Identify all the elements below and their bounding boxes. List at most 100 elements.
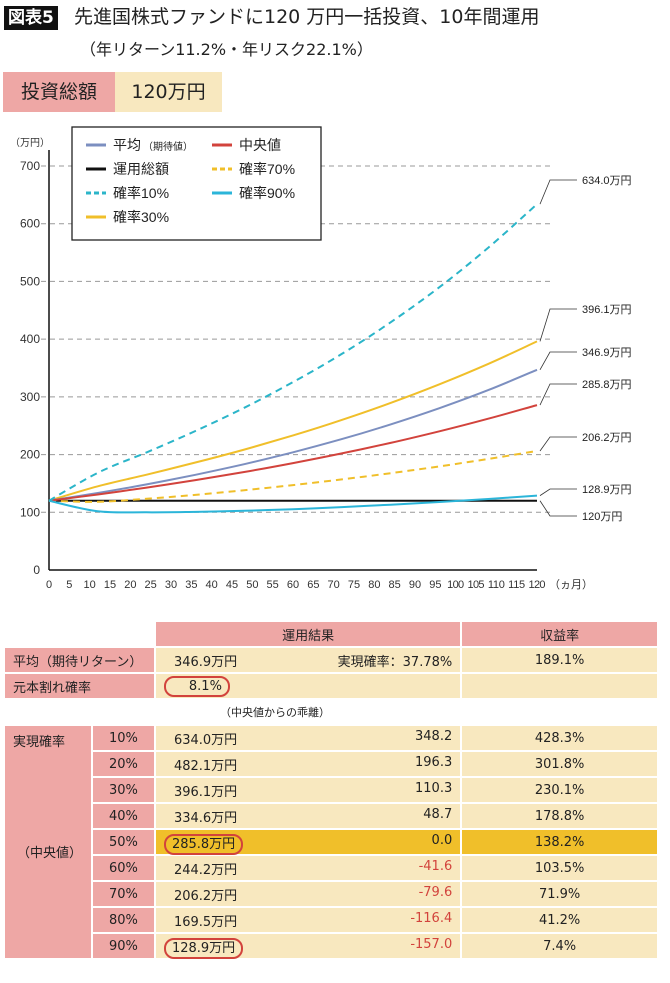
table-row-mean: 平均（期待リターン） 346.9万円 実現確率：37.78% 189.1% [5, 648, 657, 672]
x-tick-label: 90 [409, 579, 421, 591]
legend-label: 中央値 [239, 137, 281, 153]
y-tick-label: 300 [20, 390, 40, 404]
x-tick-label: 0 [46, 579, 52, 591]
x-tick-label: 30 [165, 579, 177, 591]
result-cell: 285.8万円 0.0 [155, 830, 461, 855]
yield: 71.9% [462, 882, 657, 906]
legend-label: 平均 [113, 137, 141, 153]
legend-label: 確率30% [113, 209, 169, 225]
legend-note: （期待値） [143, 140, 193, 153]
y-tick-label: 700 [20, 159, 40, 173]
figure-subtitle: （年リターン11.2%・年リスク22.1%） [80, 40, 373, 59]
leader-line [539, 179, 577, 205]
col-header-result: 運用結果 [155, 622, 461, 646]
x-tick-label: 35 [185, 579, 197, 591]
x-tick-label: 60 [287, 579, 299, 591]
result-cell: 128.9万円 -157.0 [155, 934, 461, 959]
series-line-0 [48, 368, 538, 502]
result-value: 206.2万円 [173, 888, 238, 904]
row-label: 平均（期待リターン） [5, 648, 154, 672]
result-value: 244.2万円 [173, 862, 238, 878]
investment-label: 投資総額 [3, 72, 115, 112]
yield: 428.3% [462, 726, 657, 750]
legend-label: 確率70% [239, 161, 295, 177]
deviation: -41.6 [418, 858, 453, 874]
median-label: （中央値） [17, 846, 83, 861]
mean-yield: 189.1% [462, 648, 657, 672]
deviation: 0.0 [431, 832, 453, 848]
deviation: 48.7 [423, 806, 453, 822]
deviation-note: （中央値からの乖離） [220, 706, 330, 719]
legend-label: 確率10% [113, 185, 169, 201]
x-tick-label: 50 [246, 579, 258, 591]
yield: 301.8% [462, 752, 657, 776]
percentile: 60% [92, 856, 154, 880]
deviation: 348.2 [415, 728, 453, 744]
series-line-6 [48, 340, 538, 502]
deviation: -79.6 [418, 884, 453, 900]
deviation: -116.4 [410, 910, 453, 926]
mean-probability: 実現確率：37.78% [337, 654, 453, 670]
end-value-label: 206.2万円 [582, 432, 632, 444]
x-tick-label: 115 [508, 579, 525, 591]
result-cell: 206.2万円 -79.6 [155, 882, 461, 906]
loss-probability: 8.1% [163, 675, 230, 697]
percentile: 90% [92, 934, 154, 958]
table-row: 実現確率 （中央値） 10% 634.0万円 348.2 428.3% [5, 726, 657, 958]
result-cell: 169.5万円 -116.4 [155, 908, 461, 932]
table-row-loss: 元本割れ確率 8.1% [5, 674, 657, 698]
y-axis-label: （万円） [10, 137, 50, 149]
result-value: 334.6万円 [173, 810, 238, 826]
result-value: 169.5万円 [173, 914, 238, 930]
result-cell: 482.1万円 196.3 [155, 752, 461, 776]
table-row: 70% 206.2万円 -79.6 71.9% [5, 882, 657, 906]
result-cell: 634.0万円 348.2 [155, 726, 461, 750]
result-value: 482.1万円 [173, 758, 238, 774]
y-tick-label: 200 [20, 448, 40, 462]
line-chart: 0 100 200 300 400 500 600 700 （万円） 0 5 10 15 20 25 30 35… [10, 126, 632, 591]
percentile: 40% [92, 804, 154, 828]
result-cell: 334.6万円 48.7 [155, 804, 461, 828]
end-value-label: 634.0万円 [582, 175, 632, 187]
x-tick-label: 40 [206, 579, 218, 591]
group-label: 実現確率 [13, 735, 66, 750]
yield: 103.5% [462, 856, 657, 880]
end-value-label: 128.9万円 [582, 484, 632, 496]
result-cell: 396.1万円 110.3 [155, 778, 461, 802]
legend-box [71, 126, 322, 241]
percentile: 30% [92, 778, 154, 802]
result-cell: 244.2万円 -41.6 [155, 856, 461, 880]
x-tick-label: 105 [468, 579, 485, 591]
table-row: 40% 334.6万円 48.7 178.8% [5, 804, 657, 828]
investment-value: 120万円 [115, 72, 222, 112]
x-tick-label: 45 [226, 579, 238, 591]
leader-line [539, 488, 577, 496]
x-tick-label: 75 [348, 579, 360, 591]
percentile: 80% [92, 908, 154, 932]
deviation: 110.3 [415, 780, 453, 796]
x-tick-label: 100 [447, 579, 464, 591]
deviation: -157.0 [410, 936, 453, 952]
x-tick-label: 70 [328, 579, 340, 591]
y-tick-label: 500 [20, 274, 40, 288]
leader-line [539, 351, 577, 370]
x-tick-label: 85 [389, 579, 401, 591]
yield: 138.2% [462, 830, 657, 854]
y-tick-label: 100 [20, 505, 40, 519]
x-tick-label: 110 [488, 579, 505, 591]
end-value-label: 120万円 [582, 511, 622, 523]
legend-label: 確率90% [239, 185, 295, 201]
table-row: 60% 244.2万円 -41.6 103.5% [5, 856, 657, 880]
percentile: 20% [92, 752, 154, 776]
mean-value: 346.9万円 [173, 654, 238, 670]
yield: 7.4% [462, 934, 657, 958]
legend-label: 運用総額 [113, 161, 169, 177]
x-tick-label: 95 [429, 579, 441, 591]
x-tick-label: 10 [84, 579, 96, 591]
leader-line [539, 500, 577, 517]
col-header-yield: 収益率 [462, 622, 657, 646]
table-row: 20% 482.1万円 196.3 301.8% [5, 752, 657, 776]
figure-title: 先進国株式ファンドに120 万円一括投資、10年間運用 [74, 6, 540, 28]
result-value: 285.8万円 [163, 833, 244, 855]
x-tick-label: 20 [124, 579, 136, 591]
